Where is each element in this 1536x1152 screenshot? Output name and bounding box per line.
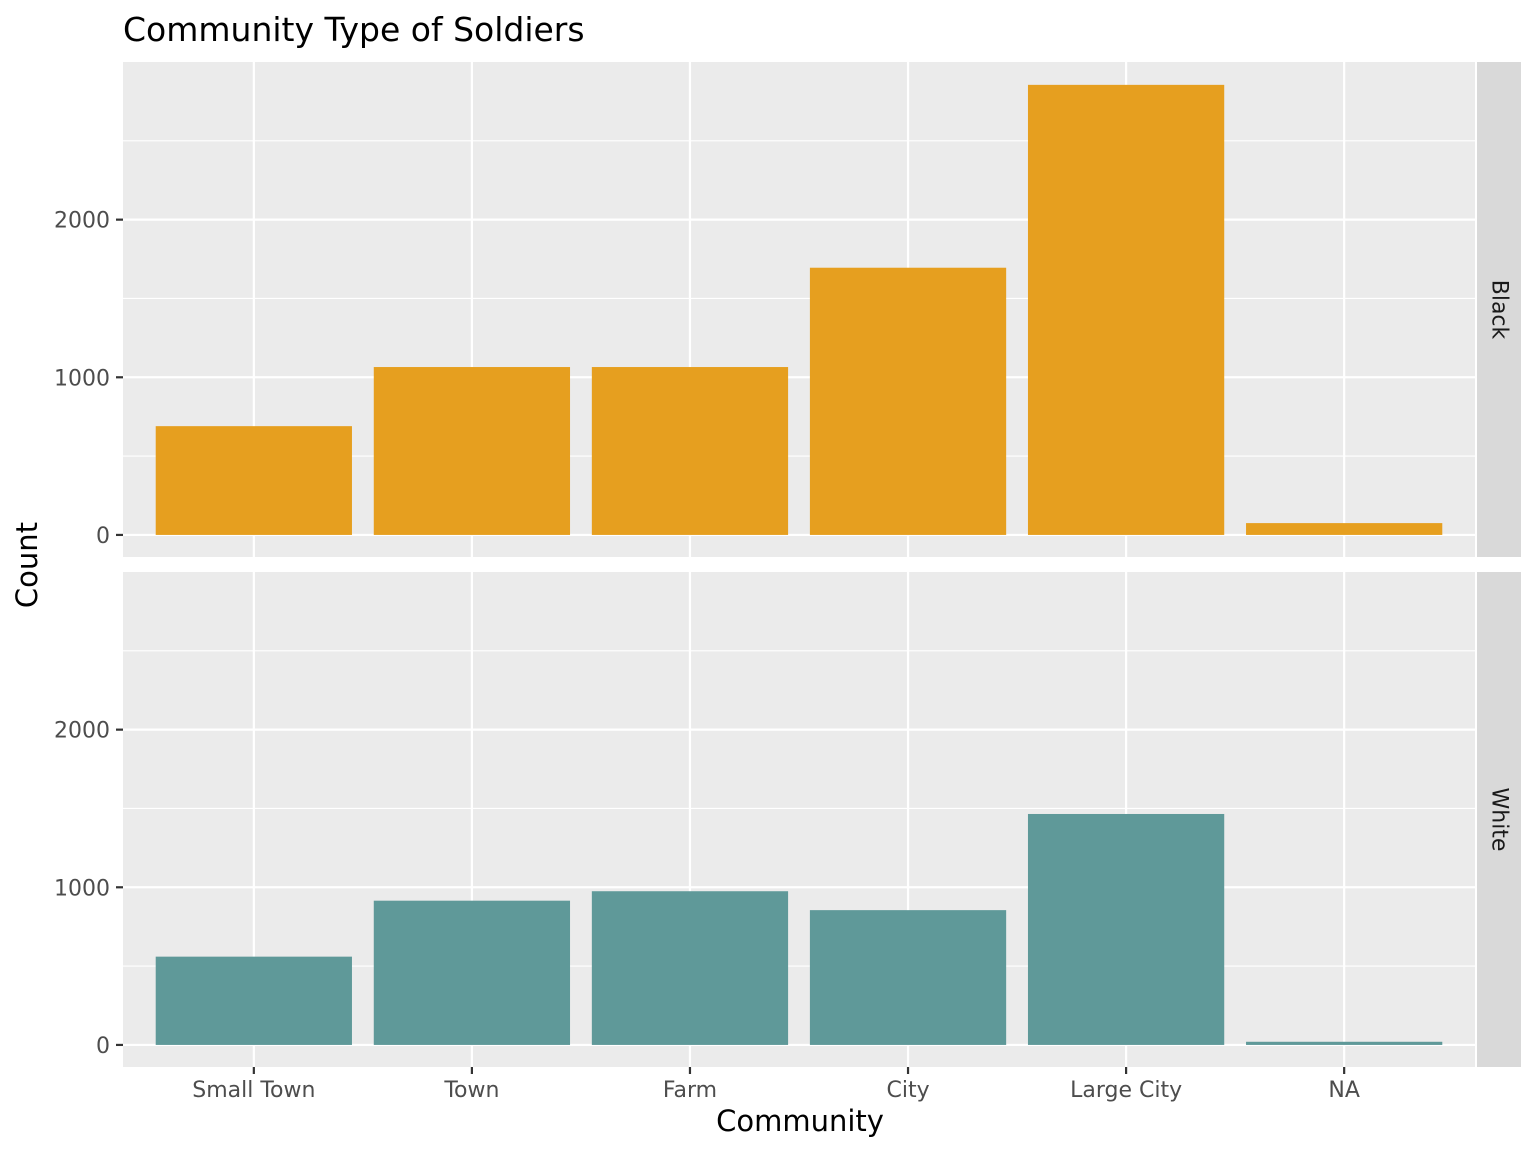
x-tick-label-city: City bbox=[886, 1078, 929, 1103]
x-tick-label-town: Town bbox=[443, 1078, 499, 1103]
bar-black-large-city bbox=[1027, 84, 1225, 535]
facet-strip bbox=[1477, 572, 1521, 1067]
x-tick-label-farm: Farm bbox=[663, 1078, 717, 1103]
panel-white: 0 1000 2000 White bbox=[54, 572, 1521, 1067]
x-tick-label-na: NA bbox=[1328, 1078, 1360, 1103]
bar-black-small-town bbox=[155, 426, 352, 535]
chart-title: Community Type of Soldiers bbox=[123, 10, 585, 49]
y-tick-label: 1000 bbox=[54, 366, 110, 391]
bar-black-farm bbox=[591, 367, 789, 535]
facet-panels: 0 1000 2000 Black 0 1000 2000 White Small Town To… bbox=[54, 62, 1521, 1103]
bar-white-town bbox=[373, 900, 571, 1045]
facet-label-white: White bbox=[1487, 788, 1512, 852]
facet-strip bbox=[1477, 62, 1521, 557]
bar-white-city bbox=[809, 910, 1007, 1045]
bar-white-farm bbox=[591, 891, 789, 1045]
x-tick-label-large-city: Large City bbox=[1070, 1078, 1182, 1103]
x-axis-title: Community bbox=[716, 1104, 884, 1138]
y-tick-label: 0 bbox=[96, 1034, 110, 1059]
bar-black-city bbox=[809, 267, 1007, 535]
bar-black-na bbox=[1246, 523, 1443, 535]
bar-white-large-city bbox=[1027, 813, 1225, 1045]
panel-black: 0 1000 2000 Black bbox=[54, 62, 1521, 557]
bar-black-town bbox=[373, 367, 571, 535]
y-axis-title: Count bbox=[10, 522, 44, 608]
bar-white-na bbox=[1246, 1041, 1443, 1045]
y-tick-label: 2000 bbox=[54, 719, 110, 744]
y-tick-label: 2000 bbox=[54, 209, 110, 234]
x-axis: Small Town Town Farm City Large City NA bbox=[192, 1067, 1360, 1103]
y-tick-label: 1000 bbox=[54, 876, 110, 901]
y-tick-label: 0 bbox=[96, 524, 110, 549]
x-tick-label-small-town: Small Town bbox=[192, 1078, 315, 1103]
bar-white-small-town bbox=[155, 956, 352, 1045]
facet-label-black: Black bbox=[1487, 280, 1512, 340]
